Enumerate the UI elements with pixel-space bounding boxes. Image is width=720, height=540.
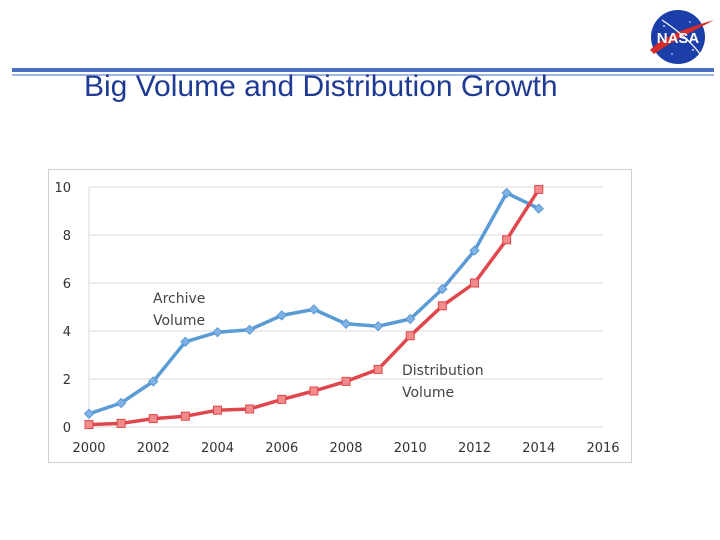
y-tick-label: 6 xyxy=(63,277,71,292)
archive-point xyxy=(372,320,384,332)
distribution-point xyxy=(534,184,544,194)
archive-point xyxy=(115,397,127,409)
distribution-point xyxy=(373,364,383,374)
grid-layer xyxy=(88,186,603,428)
distribution-point xyxy=(277,394,287,404)
header-rule-accent xyxy=(12,74,714,76)
x-tick-label: 2014 xyxy=(522,441,555,456)
distribution-annotation-line1: Distribution xyxy=(402,363,484,379)
x-tick-label: 2004 xyxy=(201,441,234,456)
archive-point xyxy=(180,336,191,348)
slide-title: Big Volume and Distribution Growth xyxy=(84,70,558,103)
x-tick-label: 2006 xyxy=(265,441,298,456)
series-layer xyxy=(83,184,544,430)
distribution-point xyxy=(213,405,222,415)
archive-point xyxy=(212,326,223,338)
distribution-point xyxy=(148,414,158,424)
archive-point xyxy=(469,245,480,256)
distribution-point xyxy=(341,376,351,386)
x-tick-label: 2008 xyxy=(329,441,362,456)
archive-annotation-line1: Archive xyxy=(153,291,205,307)
x-tick-label: 2002 xyxy=(137,441,170,456)
y-tick-label: 2 xyxy=(63,373,71,388)
archive-point xyxy=(533,203,544,214)
nasa-meatball-logo-icon: NASA xyxy=(650,10,714,64)
header-rule xyxy=(12,68,714,72)
distribution-point xyxy=(309,386,319,396)
archive-point xyxy=(501,187,512,199)
distribution-point xyxy=(502,235,512,245)
archive-annotation-line2: Volume xyxy=(153,313,205,329)
archive-point xyxy=(308,304,320,315)
distribution-point xyxy=(180,411,190,421)
archive-point xyxy=(276,310,287,321)
x-tick-label: 2016 xyxy=(586,441,619,456)
archive-point xyxy=(340,318,352,330)
distribution-point xyxy=(116,418,126,428)
chart-frame: 0 2 4 6 8 10 2000 2002 2004 2006 2008 2010 2012 2014 2… xyxy=(48,169,632,463)
y-tick-label: 8 xyxy=(63,229,71,244)
distribution-point xyxy=(470,278,479,288)
distribution-point xyxy=(84,420,94,430)
archive-point xyxy=(437,283,448,295)
annotation-layer: Archive Volume Distribution Volume xyxy=(153,291,484,401)
logo-vector-swoosh xyxy=(650,20,714,54)
distribution-point xyxy=(437,301,447,311)
distribution-annotation-line2: Volume xyxy=(402,385,454,401)
y-tick-label: 0 xyxy=(63,421,71,436)
distribution-point xyxy=(245,404,255,414)
logo-text: NASA xyxy=(657,30,700,47)
tick-label-layer: 0 2 4 6 8 10 2000 2002 2004 2006 2008 2010 2012 2014 2… xyxy=(54,181,619,456)
archive-point xyxy=(83,408,95,420)
y-tick-label: 4 xyxy=(63,325,71,340)
archive-point xyxy=(148,376,159,387)
x-tick-label: 2012 xyxy=(458,441,491,456)
x-tick-label: 2000 xyxy=(72,441,105,456)
y-tick-label: 10 xyxy=(54,181,71,196)
x-tick-label: 2010 xyxy=(394,441,427,456)
archive-point xyxy=(405,313,416,325)
distribution-point xyxy=(405,331,415,341)
archive-point xyxy=(244,324,255,336)
line-chart: 0 2 4 6 8 10 2000 2002 2004 2006 2008 2010 2012 2014 2… xyxy=(54,181,619,456)
